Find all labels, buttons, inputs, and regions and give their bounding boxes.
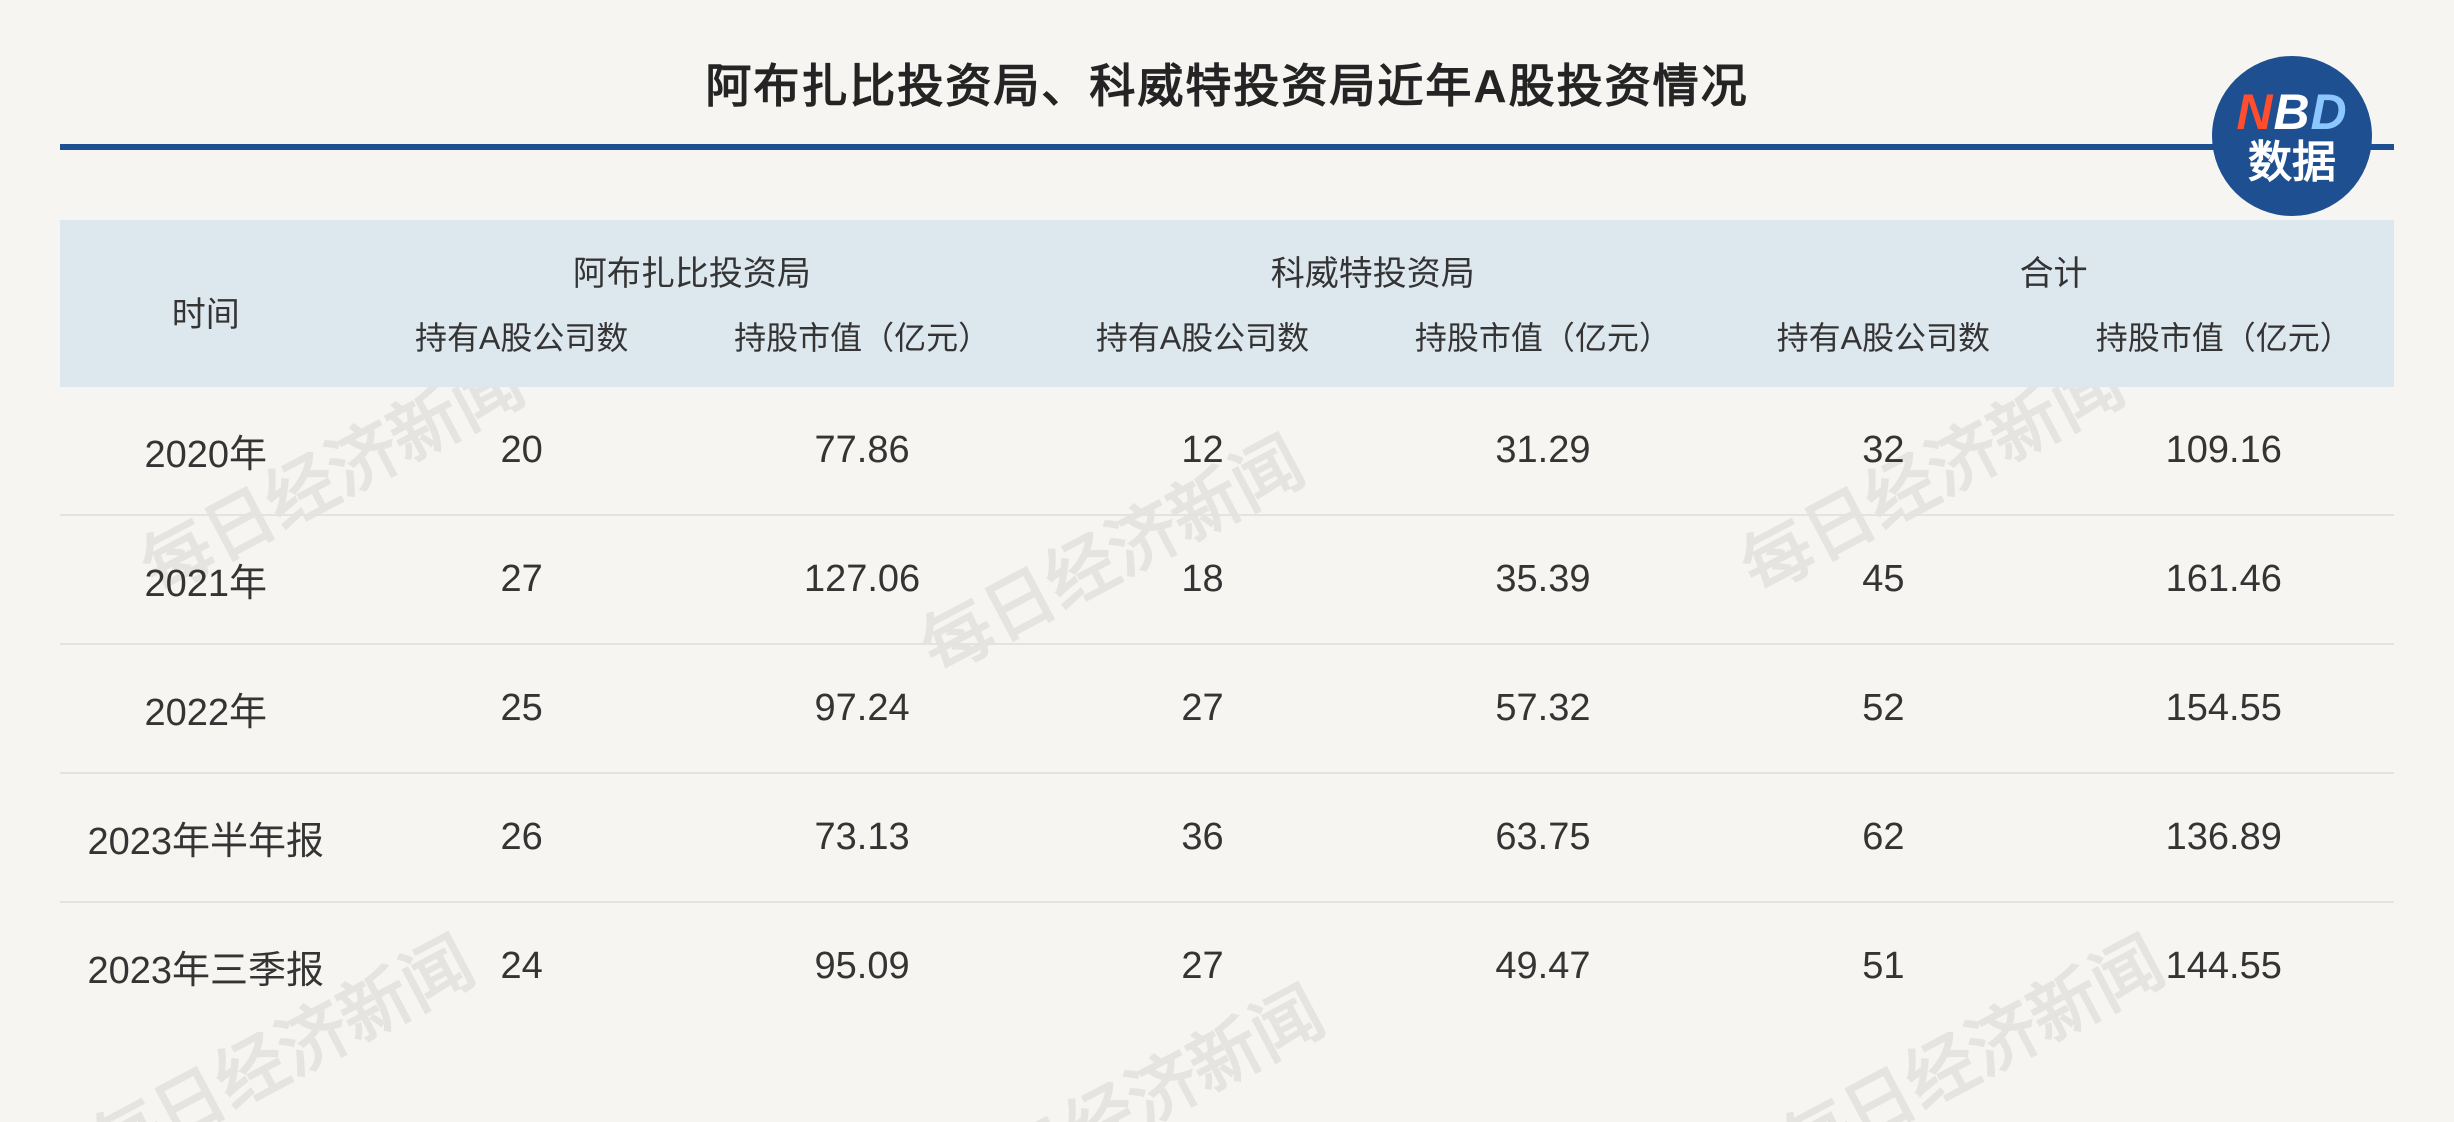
logo-subtext: 数据 — [2248, 140, 2336, 186]
cell-value: 35.39 — [1373, 515, 1713, 644]
cell-value: 161.46 — [2054, 515, 2394, 644]
cell-value: 62 — [1713, 773, 2053, 902]
cell-value: 32 — [1713, 387, 2053, 515]
nbd-logo: NBD 数据 — [2212, 56, 2372, 216]
cell-time: 2021年 — [60, 515, 351, 644]
cell-value: 57.32 — [1373, 644, 1713, 773]
cell-value: 63.75 — [1373, 773, 1713, 902]
page-title: 阿布扎比投资局、科威特投资局近年A股投资情况 — [705, 60, 1748, 112]
col-kia-count: 持有A股公司数 — [1032, 305, 1372, 387]
investment-table: 时间 阿布扎比投资局 科威特投资局 合计 持有A股公司数 持股市值（亿元） 持有… — [60, 220, 2394, 1030]
col-total-count: 持有A股公司数 — [1713, 305, 2053, 387]
table-head: 时间 阿布扎比投资局 科威特投资局 合计 持有A股公司数 持股市值（亿元） 持有… — [60, 220, 2394, 387]
table-row: 2022年2597.242757.3252154.55 — [60, 644, 2394, 773]
cell-value: 49.47 — [1373, 902, 1713, 1030]
cell-value: 154.55 — [2054, 644, 2394, 773]
cell-value: 77.86 — [692, 387, 1032, 515]
col-time: 时间 — [60, 220, 351, 387]
cell-value: 45 — [1713, 515, 2053, 644]
cell-value: 27 — [1032, 644, 1372, 773]
table-row: 2023年半年报2673.133663.7562136.89 — [60, 773, 2394, 902]
cell-value: 97.24 — [692, 644, 1032, 773]
cell-time: 2023年三季报 — [60, 902, 351, 1030]
cell-value: 31.29 — [1373, 387, 1713, 515]
col-adia-value: 持股市值（亿元） — [692, 305, 1032, 387]
logo-letters: NBD — [2236, 86, 2347, 139]
cell-value: 109.16 — [2054, 387, 2394, 515]
cell-value: 36 — [1032, 773, 1372, 902]
cell-value: 25 — [351, 644, 691, 773]
col-group-kia: 科威特投资局 — [1032, 220, 1713, 305]
logo-b: B — [2273, 84, 2310, 140]
cell-value: 18 — [1032, 515, 1372, 644]
cell-time: 2022年 — [60, 644, 351, 773]
col-group-total: 合计 — [1713, 220, 2394, 305]
cell-value: 51 — [1713, 902, 2053, 1030]
cell-value: 27 — [1032, 902, 1372, 1030]
col-total-value: 持股市值（亿元） — [2054, 305, 2394, 387]
logo-d: D — [2311, 84, 2348, 140]
cell-value: 12 — [1032, 387, 1372, 515]
cell-value: 73.13 — [692, 773, 1032, 902]
col-kia-value: 持股市值（亿元） — [1373, 305, 1713, 387]
table-row: 2023年三季报2495.092749.4751144.55 — [60, 902, 2394, 1030]
cell-value: 27 — [351, 515, 691, 644]
cell-value: 20 — [351, 387, 691, 515]
table-body: 2020年2077.861231.2932109.162021年27127.06… — [60, 387, 2394, 1030]
cell-value: 52 — [1713, 644, 2053, 773]
table-row: 2021年27127.061835.3945161.46 — [60, 515, 2394, 644]
cell-value: 144.55 — [2054, 902, 2394, 1030]
cell-time: 2023年半年报 — [60, 773, 351, 902]
logo-n: N — [2236, 84, 2273, 140]
col-group-adia: 阿布扎比投资局 — [351, 220, 1032, 305]
cell-value: 26 — [351, 773, 691, 902]
cell-value: 24 — [351, 902, 691, 1030]
title-bar: 阿布扎比投资局、科威特投资局近年A股投资情况 NBD 数据 — [60, 50, 2394, 150]
cell-time: 2020年 — [60, 387, 351, 515]
cell-value: 127.06 — [692, 515, 1032, 644]
cell-value: 95.09 — [692, 902, 1032, 1030]
cell-value: 136.89 — [2054, 773, 2394, 902]
table-row: 2020年2077.861231.2932109.16 — [60, 387, 2394, 515]
col-adia-count: 持有A股公司数 — [351, 305, 691, 387]
